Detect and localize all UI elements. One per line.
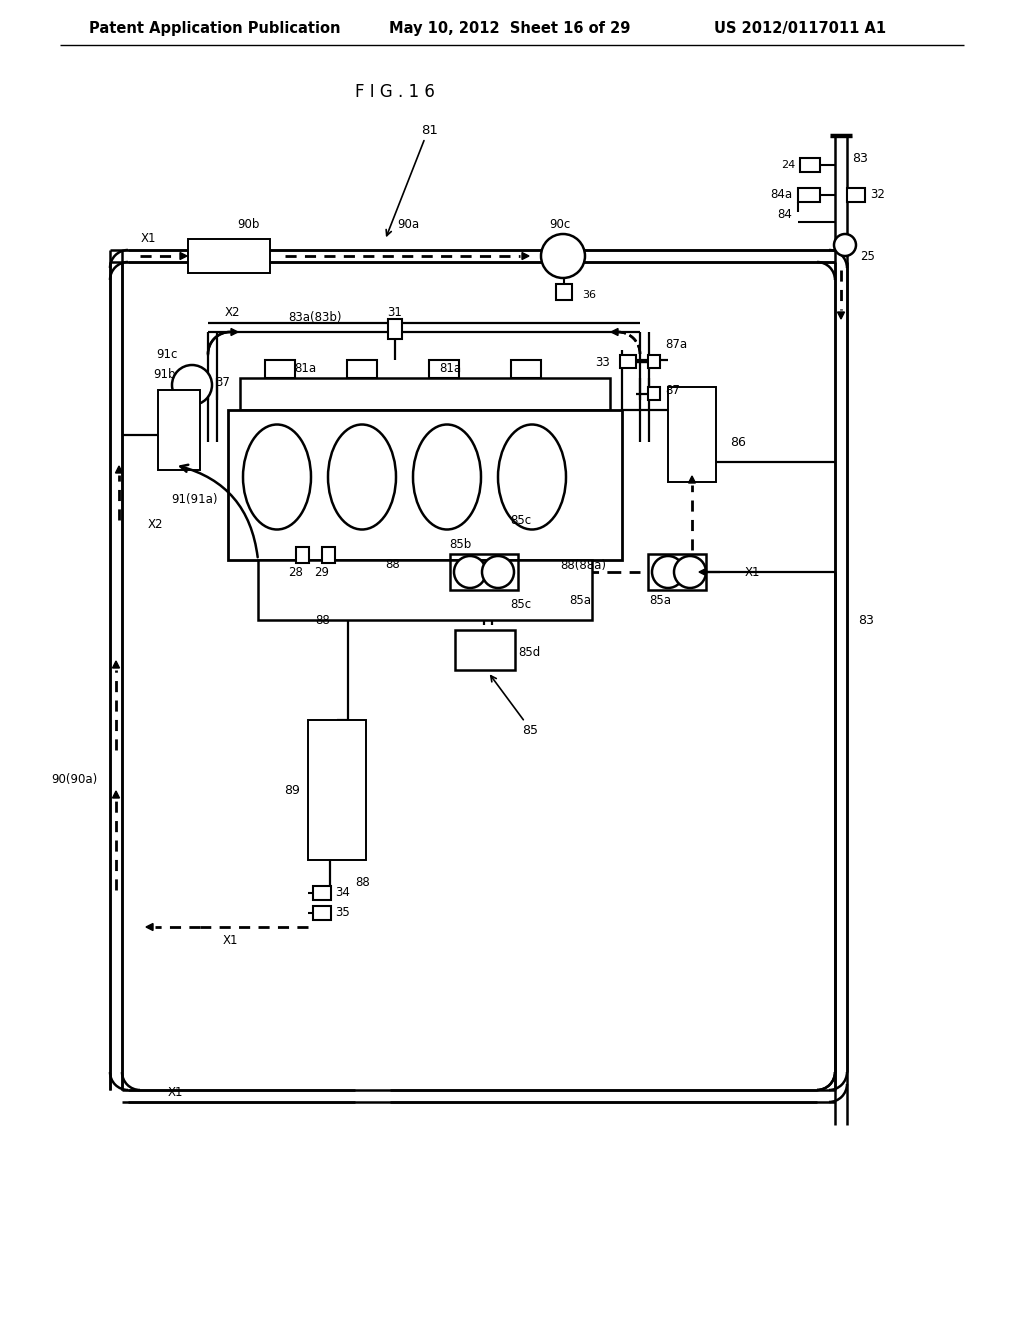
Text: X1: X1 <box>745 565 761 578</box>
Ellipse shape <box>243 425 311 529</box>
Text: US 2012/0117011 A1: US 2012/0117011 A1 <box>714 21 886 36</box>
Text: 90c: 90c <box>549 219 570 231</box>
Text: 28: 28 <box>289 565 303 578</box>
Text: X1: X1 <box>167 1085 182 1098</box>
Text: 83: 83 <box>858 614 873 627</box>
Bar <box>228 411 622 560</box>
Text: 36: 36 <box>582 290 596 300</box>
Text: 85c: 85c <box>510 513 531 527</box>
Bar <box>313 886 331 900</box>
Bar <box>800 158 820 172</box>
Text: 29: 29 <box>314 565 330 578</box>
Text: X2: X2 <box>224 305 240 318</box>
Text: 85b: 85b <box>449 539 471 552</box>
Text: 89: 89 <box>284 784 300 796</box>
Polygon shape <box>146 924 153 931</box>
Text: 32: 32 <box>870 189 885 202</box>
Bar <box>511 360 541 378</box>
Text: 81a: 81a <box>294 363 316 375</box>
Bar <box>455 630 515 671</box>
Text: 90b: 90b <box>237 219 259 231</box>
Text: 90(90a): 90(90a) <box>52 774 98 787</box>
Circle shape <box>652 556 684 587</box>
Text: 84a: 84a <box>770 189 792 202</box>
Text: 24: 24 <box>780 160 795 170</box>
Polygon shape <box>699 569 706 576</box>
Bar <box>296 546 309 564</box>
Text: Patent Application Publication: Patent Application Publication <box>89 21 341 36</box>
Polygon shape <box>838 312 845 319</box>
Polygon shape <box>116 466 123 473</box>
Bar <box>388 319 402 339</box>
Text: 86: 86 <box>730 436 745 449</box>
Polygon shape <box>611 329 618 335</box>
Bar <box>648 387 660 400</box>
Circle shape <box>454 556 486 587</box>
Text: 88: 88 <box>386 558 400 572</box>
Text: X1: X1 <box>222 933 238 946</box>
Circle shape <box>541 234 585 279</box>
Polygon shape <box>113 791 120 799</box>
Text: X2: X2 <box>147 519 163 532</box>
Text: 37: 37 <box>215 375 229 388</box>
Polygon shape <box>688 477 695 483</box>
Polygon shape <box>231 329 238 335</box>
Bar <box>648 554 706 590</box>
Text: 88(88a): 88(88a) <box>560 558 606 572</box>
Polygon shape <box>522 252 529 260</box>
Text: 85d: 85d <box>518 645 541 659</box>
Bar <box>265 360 295 378</box>
Text: 31: 31 <box>387 305 402 318</box>
Text: 85a: 85a <box>649 594 671 606</box>
Text: May 10, 2012  Sheet 16 of 29: May 10, 2012 Sheet 16 of 29 <box>389 21 631 36</box>
Bar <box>798 187 820 202</box>
Text: 88: 88 <box>315 614 330 627</box>
Bar <box>847 187 865 202</box>
Text: 25: 25 <box>860 251 874 264</box>
Text: 91c: 91c <box>157 348 178 362</box>
Text: 85c: 85c <box>510 598 531 611</box>
Bar <box>322 546 335 564</box>
Text: 81: 81 <box>422 124 438 136</box>
Circle shape <box>834 234 856 256</box>
Text: 81a: 81a <box>439 363 461 375</box>
Bar <box>450 554 518 590</box>
Bar <box>347 360 377 378</box>
Text: 87: 87 <box>665 384 680 396</box>
Text: 83: 83 <box>852 152 868 165</box>
Circle shape <box>482 556 514 587</box>
Ellipse shape <box>498 425 566 529</box>
Text: 91b: 91b <box>154 368 176 381</box>
Polygon shape <box>113 661 120 668</box>
Text: 84: 84 <box>777 209 792 222</box>
Text: F I G . 1 6: F I G . 1 6 <box>355 83 435 102</box>
Text: 85: 85 <box>522 723 538 737</box>
Text: 90a: 90a <box>397 219 419 231</box>
Bar <box>620 355 636 368</box>
Text: 33: 33 <box>595 355 610 368</box>
Bar <box>158 389 200 470</box>
Text: X1: X1 <box>140 231 156 244</box>
Bar <box>429 360 459 378</box>
Ellipse shape <box>413 425 481 529</box>
Ellipse shape <box>328 425 396 529</box>
Text: 91(91a): 91(91a) <box>172 494 218 507</box>
Bar <box>308 719 366 861</box>
Circle shape <box>172 366 212 405</box>
Circle shape <box>674 556 706 587</box>
Bar <box>188 239 270 273</box>
Text: 85a: 85a <box>569 594 591 606</box>
Text: 34: 34 <box>335 887 350 899</box>
Bar <box>648 355 660 368</box>
Bar <box>556 284 572 300</box>
Text: 35: 35 <box>335 907 350 920</box>
Polygon shape <box>180 252 187 260</box>
Text: 88: 88 <box>355 876 370 890</box>
Bar <box>240 378 610 411</box>
Text: 83a(83b): 83a(83b) <box>288 312 342 325</box>
Text: 87a: 87a <box>665 338 687 351</box>
Bar <box>258 560 592 620</box>
Bar <box>313 906 331 920</box>
Bar <box>668 387 716 482</box>
